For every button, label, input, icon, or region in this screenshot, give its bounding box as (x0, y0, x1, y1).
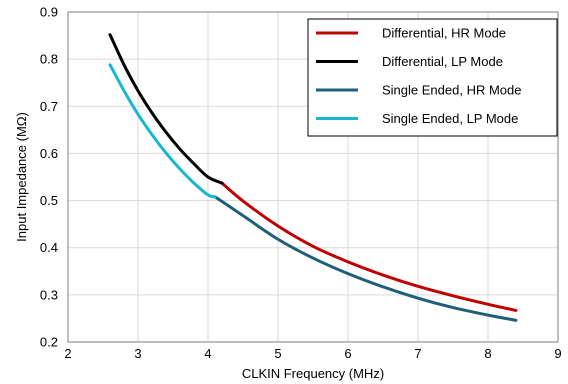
x-tick-label: 7 (414, 346, 421, 361)
series-line-1 (108, 33, 224, 185)
x-tick-label: 2 (64, 346, 71, 361)
series-line-2 (213, 195, 518, 322)
legend-box (307, 18, 558, 137)
y-tick-label: 0.7 (40, 99, 58, 114)
legend-label: Single Ended, LP Mode (382, 111, 518, 126)
series-group (108, 33, 518, 322)
x-tick-label: 9 (554, 346, 561, 361)
series-line-0 (220, 181, 518, 312)
x-tick-label: 5 (274, 346, 281, 361)
x-tick-label: 8 (484, 346, 491, 361)
legend-label: Single Ended, HR Mode (382, 83, 521, 98)
legend: Differential, HR Mode Differential, LP Mo… (307, 18, 558, 137)
x-tick-labels: 2 3 4 5 6 7 8 9 (64, 346, 561, 361)
legend-label: Differential, HR Mode (382, 26, 506, 41)
y-tick-label: 0.5 (40, 193, 58, 208)
y-tick-label: 0.9 (40, 5, 58, 20)
x-axis-title: CLKIN Frequency (MHz) (242, 366, 384, 381)
y-tick-label: 0.6 (40, 146, 58, 161)
x-tick-label: 4 (204, 346, 211, 361)
y-tick-label: 0.4 (40, 240, 58, 255)
x-tick-label: 3 (134, 346, 141, 361)
y-tick-label: 0.8 (40, 52, 58, 67)
legend-label: Differential, LP Mode (382, 54, 503, 69)
x-tick-label: 6 (344, 346, 351, 361)
y-axis-title: Input Impedance (MΩ) (14, 112, 29, 242)
y-tick-label: 0.3 (40, 287, 58, 302)
y-tick-labels: 0.2 0.3 0.4 0.5 0.6 0.7 0.8 0.9 (40, 5, 58, 350)
series-line-3 (108, 63, 217, 199)
y-tick-label: 0.2 (40, 335, 58, 350)
plot-frame (67, 11, 559, 343)
